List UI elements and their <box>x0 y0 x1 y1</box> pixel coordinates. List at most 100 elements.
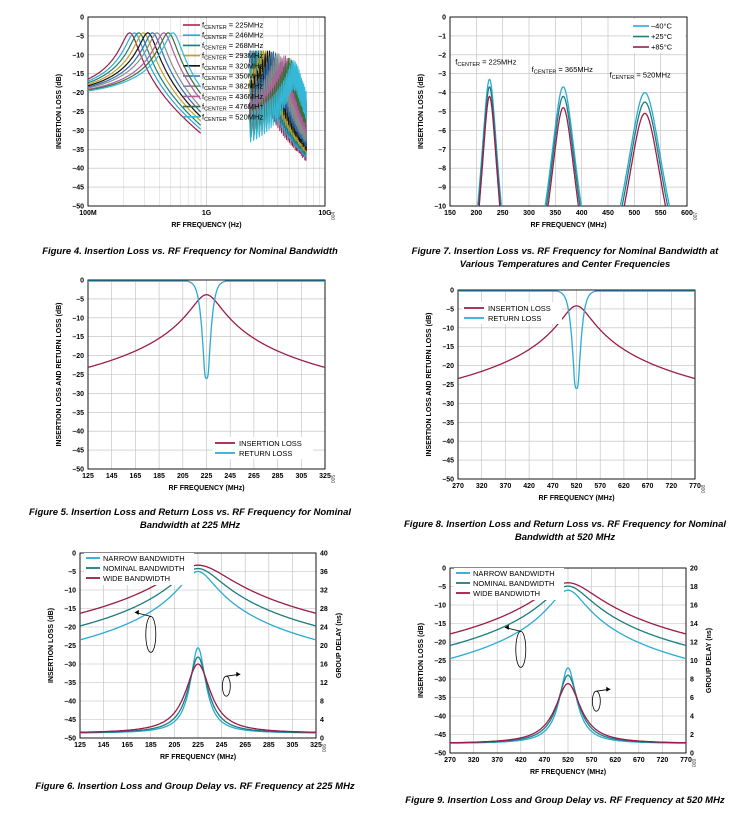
x-tick-label: 150 <box>444 210 456 217</box>
insertion-loss-line <box>457 305 696 380</box>
y-tick-label: –5 <box>446 306 454 313</box>
x-tick-label: 265 <box>248 473 260 480</box>
arrow-head-icon <box>504 624 509 630</box>
figure-6: 125 145 165 185 205 225 245 265 285 305 325 0 –5 –10–… <box>40 545 350 785</box>
y2-tick-label: 4 <box>320 717 324 724</box>
insertion-loss-line <box>79 567 317 627</box>
x-tick-label: 370 <box>500 483 512 490</box>
y-tick-label: –40 <box>434 714 446 721</box>
insertion-loss-line <box>449 589 687 660</box>
legend-label: fCENTER = 436MHz <box>202 92 263 103</box>
y2-tick-label: 36 <box>320 569 328 576</box>
figure-id-label: 005 <box>331 475 337 484</box>
x-axis-label: RF FREQUENCY (MHz) <box>530 222 606 229</box>
x-tick-label: 320 <box>476 483 488 490</box>
series-line-382MHz <box>87 32 202 108</box>
plot-frame <box>457 289 696 480</box>
temp-curve <box>619 91 671 207</box>
y-tick-label: –15 <box>64 606 76 613</box>
y-axis-label: INSERTION LOSS (dB) <box>418 74 425 149</box>
y-axis-label: INSERTION LOSS (dB) <box>48 608 55 683</box>
x-tick-label: 1G <box>202 210 212 217</box>
y-tick-label: –5 <box>76 296 84 303</box>
y2-tick-label: 18 <box>690 584 698 591</box>
y-tick-label: –30 <box>442 401 454 408</box>
x-tick-label: 245 <box>224 473 236 480</box>
legend-label: NARROW BANDWIDTH <box>103 554 185 563</box>
group-delay-line <box>449 682 687 744</box>
y-tick-label: –30 <box>64 662 76 669</box>
y-tick-label: –10 <box>434 603 446 610</box>
legend-label: INSERTION LOSS <box>488 304 551 313</box>
caption-fig4: Figure 4. Insertion Loss vs. RF Frequenc… <box>42 246 338 257</box>
legend-label: INSERTION LOSS <box>239 439 302 448</box>
annotation-ellipse <box>145 616 157 653</box>
x-tick-label: 620 <box>618 483 630 490</box>
plot-frame <box>79 552 317 739</box>
x-tick-label: 10G <box>318 210 332 217</box>
y-tick-label: –7 <box>438 147 446 154</box>
legend-label: fCENTER = 225MHz <box>202 21 263 32</box>
x-tick-label: 145 <box>106 473 118 480</box>
arrow-head-icon <box>134 609 139 615</box>
y-tick-label: –10 <box>442 325 454 332</box>
y-tick-label: –25 <box>434 658 446 665</box>
series-line-476MHz <box>87 32 202 94</box>
y-tick-label: –10 <box>72 315 84 322</box>
x-tick-label: 225 <box>201 473 213 480</box>
chart-fig9: 270 320 370 420 470 520 570 620 670 720 7700–5–10–… <box>418 566 713 777</box>
arrow-head-icon <box>236 671 241 677</box>
plot-frame <box>87 16 326 207</box>
y-tick-label: 0 <box>80 278 84 285</box>
legend-label: fCENTER = 293MHz <box>202 51 263 62</box>
y-tick-label: –25 <box>64 643 76 650</box>
y2-tick-label: 12 <box>320 680 328 687</box>
figure-id-label: 008 <box>701 485 707 494</box>
x-tick-label: 285 <box>272 473 284 480</box>
y-tick-label: –45 <box>434 732 446 739</box>
x-tick-label: 520 <box>571 483 583 490</box>
x-tick-label: 165 <box>130 473 142 480</box>
x-tick-label: 270 <box>444 757 456 764</box>
x-tick-label: 520 <box>562 757 574 764</box>
y-tick-label: –20 <box>442 363 454 370</box>
y2-tick-label: 0 <box>690 751 694 758</box>
y2-tick-label: 8 <box>320 699 324 706</box>
y2-tick-label: 0 <box>320 736 324 743</box>
y-tick-label: 0 <box>442 15 446 22</box>
x-tick-label: 325 <box>319 473 331 480</box>
legend-label: fCENTER = 268MHz <box>202 41 263 52</box>
y-tick-label: –10 <box>64 588 76 595</box>
x-tick-label: 470 <box>547 483 559 490</box>
y-tick-label: –15 <box>72 71 84 78</box>
legend-label: fCENTER = 382MHz <box>202 82 263 93</box>
caption-fig6: Figure 6. Insertion Loss and Group Delay… <box>35 781 355 792</box>
figure-5: 125 145 165 185 205 225 245 265 285 305 325 0 –5 –10 –… <box>40 272 340 509</box>
y-tick-label: –4 <box>438 90 446 97</box>
y-tick-label: –10 <box>72 52 84 59</box>
figure-id-label: 007 <box>693 212 699 221</box>
y-tick-label: –20 <box>72 90 84 97</box>
legend-box <box>84 553 194 585</box>
return-loss-line <box>87 280 326 380</box>
x-tick-label: 185 <box>153 473 165 480</box>
temp-curve <box>545 95 581 207</box>
plot-frame <box>449 567 687 754</box>
chart-fig5: 125 145 165 185 205 225 245 265 285 305 325 0 –5 –10 –… <box>56 278 337 493</box>
x-tick-label: 200 <box>470 210 482 217</box>
y-tick-label: –50 <box>442 477 454 484</box>
x-tick-label: 100M <box>79 210 97 217</box>
legend-label: WIDE BANDWIDTH <box>473 589 540 598</box>
x-axis-label: RF FREQUENCY (Hz) <box>171 222 241 229</box>
y-tick-label: –30 <box>434 677 446 684</box>
plot-frame <box>449 16 688 207</box>
figure-id-label: 004 <box>331 212 337 221</box>
figure-id-label: 009 <box>692 759 698 768</box>
y-tick-label: –40 <box>64 699 76 706</box>
x-tick-label: 720 <box>657 757 669 764</box>
figure-9: 270 320 370 420 470 520 570 620 670 720 770 0 –5 –10–… <box>410 560 725 797</box>
y2-axis-label: GROUP DELAY (ns) <box>336 613 343 678</box>
annotation-label: fCENTER = 520MHz <box>610 70 671 81</box>
series-line-436MHz <box>87 32 202 100</box>
x-tick-label: 305 <box>287 742 299 749</box>
